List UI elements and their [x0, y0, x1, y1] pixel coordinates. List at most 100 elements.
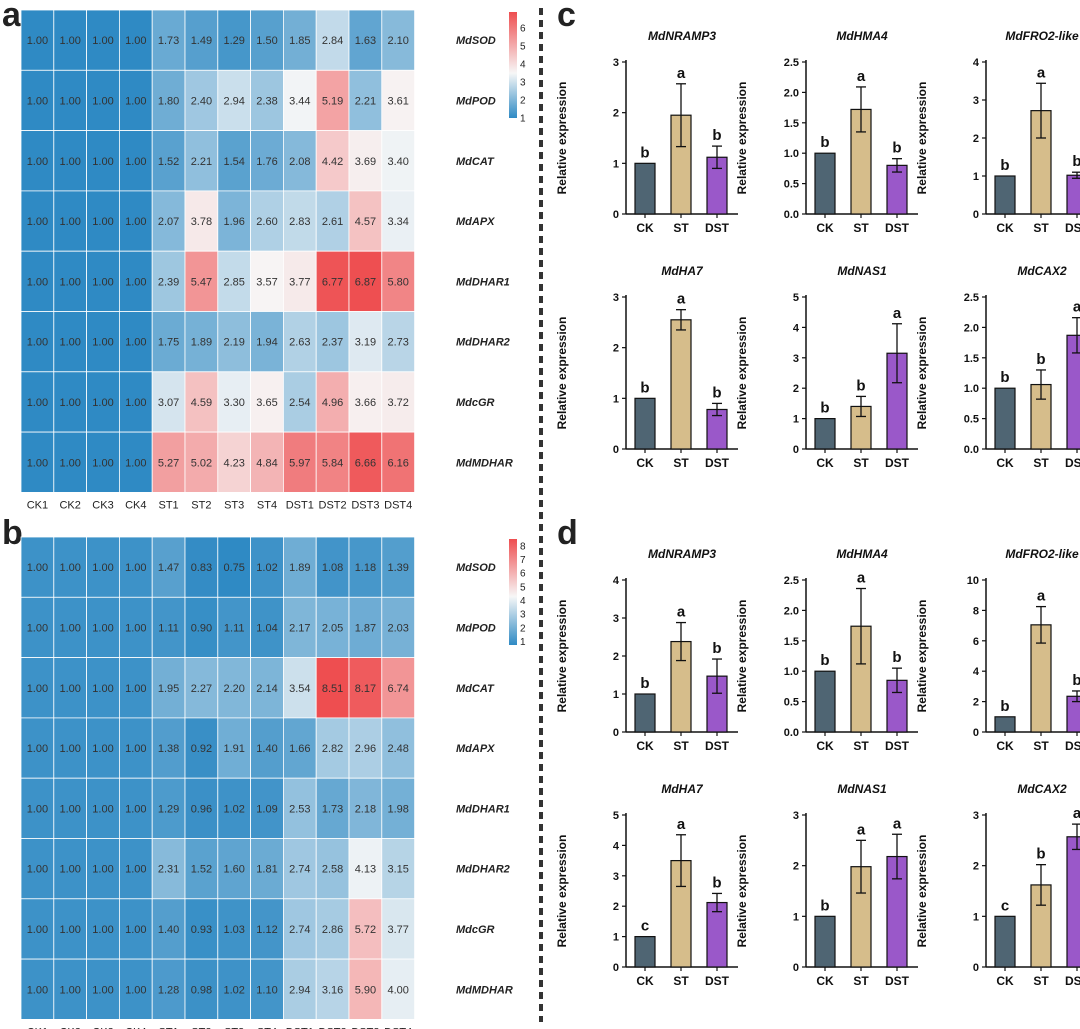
y-tick-label: 0.5 — [784, 697, 799, 709]
heatmap-cell — [282, 596, 317, 658]
heatmap-cell — [250, 717, 284, 779]
x-tick-label: ST — [1033, 739, 1049, 753]
heatmap-value: 2.38 — [256, 95, 277, 107]
heatmap-cell — [151, 431, 186, 493]
heatmap-value: 3.40 — [387, 156, 408, 168]
heatmap-value: 1.00 — [27, 35, 48, 47]
heatmap-value: 1.00 — [92, 457, 113, 469]
colorbar-tick-label: 3 — [520, 78, 526, 89]
heatmap-row-label: MdDHAR2 — [456, 337, 510, 349]
heatmap-value: 1.89 — [191, 337, 212, 349]
bar-ck — [634, 397, 656, 450]
heatmap-value: 1.00 — [59, 743, 80, 755]
bar-chart-title: MdHMA4 — [836, 29, 888, 43]
heatmap-value: 4.13 — [355, 864, 376, 876]
y-axis-label: Relative expression — [735, 317, 749, 430]
heatmap-value: 1.00 — [92, 35, 113, 47]
x-tick-label: CK — [816, 739, 834, 753]
heatmap-cell — [381, 898, 415, 960]
heatmap-cell — [184, 311, 219, 373]
colorbar-tick-label: 2 — [520, 623, 526, 634]
bar-ck — [634, 935, 656, 968]
heatmap-value: 1.66 — [289, 743, 310, 755]
heatmap-value: 1.00 — [92, 397, 113, 409]
heatmap-cell — [119, 958, 153, 1020]
y-tick-label: 2 — [793, 861, 799, 873]
heatmap-column-label: ST2 — [191, 499, 211, 511]
bar-ck — [814, 915, 836, 968]
significance-letter: b — [820, 897, 829, 914]
y-tick-label: 1 — [613, 158, 619, 170]
x-tick-label: CK — [636, 974, 654, 988]
heatmap-cell — [250, 250, 284, 312]
heatmap-cell — [381, 311, 415, 373]
heatmap-column-label: DST3 — [351, 499, 379, 511]
heatmap-value: 1.29 — [158, 803, 179, 815]
y-tick-label: 1.0 — [964, 383, 979, 395]
bar-st — [670, 319, 692, 450]
heatmap-value: 1.00 — [59, 984, 80, 996]
y-tick-label: 1.5 — [784, 118, 799, 130]
bar-ck — [814, 152, 836, 215]
heatmap-value: 1.00 — [92, 622, 113, 634]
heatmap-value: 1.00 — [92, 743, 113, 755]
significance-letter: c — [641, 918, 649, 935]
heatmap-column-label: ST4 — [257, 1026, 277, 1029]
y-tick-label: 4 — [973, 57, 980, 69]
heatmap-value: 4.42 — [322, 156, 343, 168]
heatmap-value: 1.00 — [125, 95, 146, 107]
x-tick-label: ST — [673, 221, 689, 235]
significance-letter: a — [1073, 805, 1080, 822]
heatmap-value: 2.84 — [322, 35, 343, 47]
heatmap-value: 3.19 — [355, 337, 376, 349]
heatmap-cell — [20, 69, 55, 132]
heatmap-value: 1.60 — [223, 864, 244, 876]
heatmap-cell — [217, 536, 252, 598]
heatmap-value: 1.00 — [59, 864, 80, 876]
bar-charts-c: MdNRAMP3 Relative expression 0 1 2 3 b CK a ST b DS… — [555, 29, 1080, 470]
heatmap-value: 1.00 — [59, 457, 80, 469]
y-axis-label: Relative expression — [915, 835, 929, 948]
heatmap-cell — [53, 190, 87, 252]
heatmap-value: 1.89 — [289, 562, 310, 574]
heatmap-value: 4.84 — [256, 457, 277, 469]
x-tick-label: ST — [1033, 974, 1049, 988]
heatmap-value: 1.91 — [223, 743, 244, 755]
y-tick-label: 4 — [613, 575, 620, 587]
significance-letter: a — [857, 68, 866, 85]
heatmap-value: 1.11 — [224, 622, 245, 634]
y-tick-label: 2.0 — [784, 605, 799, 617]
heatmap-column-label: CK2 — [59, 1026, 80, 1029]
bar-dst — [1066, 174, 1080, 215]
heatmap-value: 1.00 — [92, 156, 113, 168]
colorbar-tick-label: 5 — [520, 582, 526, 593]
y-tick-label: 3 — [973, 95, 979, 107]
heatmap-cell — [282, 431, 317, 493]
heatmap-value: 1.00 — [92, 276, 113, 288]
heatmap-cell — [53, 9, 87, 71]
colorbar-tick-label: 6 — [520, 569, 526, 580]
heatmap-value: 0.98 — [191, 984, 212, 996]
heatmap-value: 1.03 — [223, 924, 244, 936]
heatmap-row-label: MdcGR — [456, 397, 495, 409]
bar-ck — [994, 175, 1016, 215]
heatmap-cell — [381, 657, 415, 719]
heatmap-value: 6.87 — [355, 276, 376, 288]
bar-ck — [814, 418, 836, 450]
heatmap-value: 1.87 — [355, 622, 376, 634]
heatmap-cell — [381, 717, 415, 779]
y-tick-label: 0 — [613, 727, 619, 739]
heatmap-cell — [381, 838, 415, 900]
heatmap-cell — [348, 431, 383, 493]
heatmap-cell — [151, 777, 186, 839]
heatmap-cell — [86, 596, 120, 658]
heatmap-cell — [53, 838, 87, 900]
heatmap-cell — [217, 958, 252, 1020]
heatmap-value: 1.63 — [355, 35, 376, 47]
heatmap-value: 2.48 — [387, 743, 408, 755]
x-tick-label: DST — [1065, 739, 1080, 753]
x-tick-label: CK — [816, 974, 834, 988]
significance-letter: b — [1000, 157, 1009, 174]
heatmap-cell — [250, 130, 284, 192]
heatmap-cell — [250, 657, 284, 719]
